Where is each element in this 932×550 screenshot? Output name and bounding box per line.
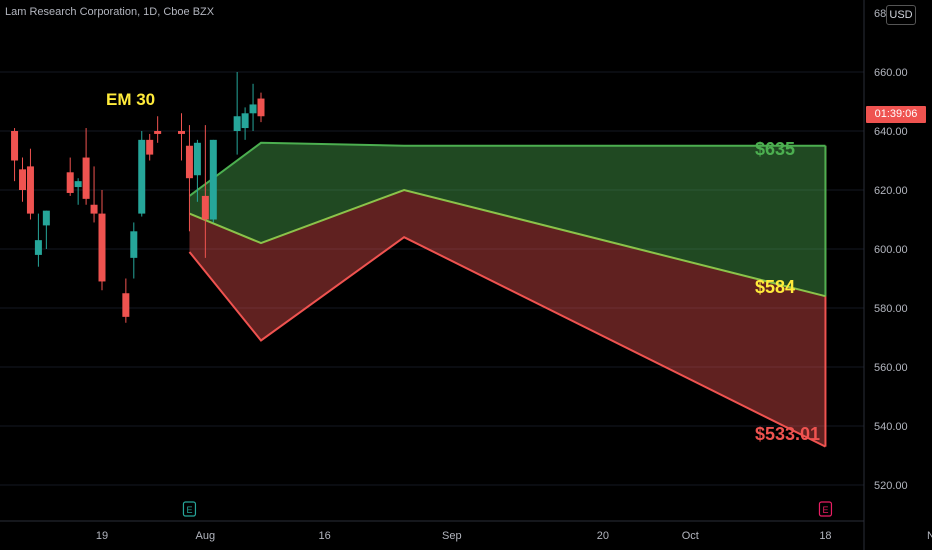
price-axis[interactable]: 520.00 540.00 560.00 580.00 600.00 620.00 640.… xyxy=(874,67,908,492)
price-tick-label: 580.00 xyxy=(874,303,908,315)
time-tick-label: 19 xyxy=(96,530,108,542)
upper-band-line xyxy=(188,141,826,197)
time-tick-label: 20 xyxy=(597,530,609,542)
candle-body xyxy=(209,139,217,220)
price-tick-label: 660.00 xyxy=(874,67,908,79)
price-tick-label: 540.00 xyxy=(874,421,908,433)
price-tick-label: 640.00 xyxy=(874,126,908,138)
lower-band-area xyxy=(189,190,826,447)
middle-band-line xyxy=(189,188,826,298)
candle-body xyxy=(122,293,130,317)
time-tick-label: Aug xyxy=(196,530,216,542)
candle-body xyxy=(82,157,90,199)
time-tick-label: Nov xyxy=(927,530,932,542)
em-annotation: EM 30 xyxy=(106,90,156,109)
price-tick-label: 520.00 xyxy=(874,480,908,492)
chart-title: Lam Research Corporation, 1D, Cboe BZX xyxy=(5,6,215,18)
candles-layer xyxy=(11,72,265,323)
candle-body xyxy=(193,142,201,176)
middle-level-label: $584 xyxy=(755,277,796,297)
expected-move-band xyxy=(188,141,827,448)
candle-body xyxy=(11,131,19,161)
candle-body xyxy=(257,98,265,117)
currency-button[interactable]: USD xyxy=(886,5,916,25)
earnings-marker-label: E xyxy=(822,505,828,515)
candle-body xyxy=(201,195,209,220)
candle-body xyxy=(249,104,257,114)
earnings-marker-box xyxy=(818,501,833,517)
candle-body xyxy=(42,210,50,226)
candle-body xyxy=(154,131,162,134)
price-tick-label: 560.00 xyxy=(874,362,908,374)
candle-body xyxy=(74,181,82,188)
candle-body xyxy=(130,231,138,258)
last-price-tag: 01:39:06 xyxy=(866,106,926,123)
candle-body xyxy=(178,131,185,134)
upper-level-label: $635 xyxy=(755,139,796,159)
time-tick-label: 16 xyxy=(318,530,330,542)
candle-body xyxy=(146,139,154,155)
time-tick-label: Oct xyxy=(682,530,699,542)
candle-body xyxy=(185,145,193,179)
candle-body xyxy=(233,116,241,131)
candle-body xyxy=(26,166,34,214)
lower-level-label: $533.01 xyxy=(755,424,821,444)
candle-body xyxy=(34,240,42,255)
candle-body xyxy=(19,169,26,190)
candle-body xyxy=(90,204,98,214)
lower-band-line xyxy=(188,236,826,448)
earnings-marker-box xyxy=(182,501,197,517)
price-tick-label: 620.00 xyxy=(874,185,908,197)
candle-body xyxy=(98,213,106,282)
candle-body xyxy=(241,113,249,129)
time-tick-label: Sep xyxy=(442,530,462,542)
earnings-marker-label: E xyxy=(186,505,192,515)
time-axis[interactable]: 19 Aug 16 Sep 20 Oct 18 Nov xyxy=(96,530,932,542)
price-tick-top: 68 xyxy=(874,8,887,20)
candle-body xyxy=(138,139,146,214)
upper-band-area xyxy=(189,142,826,297)
candle-body xyxy=(66,172,74,193)
price-tick-label: 600.00 xyxy=(874,244,908,256)
time-tick-label: 18 xyxy=(819,530,831,542)
